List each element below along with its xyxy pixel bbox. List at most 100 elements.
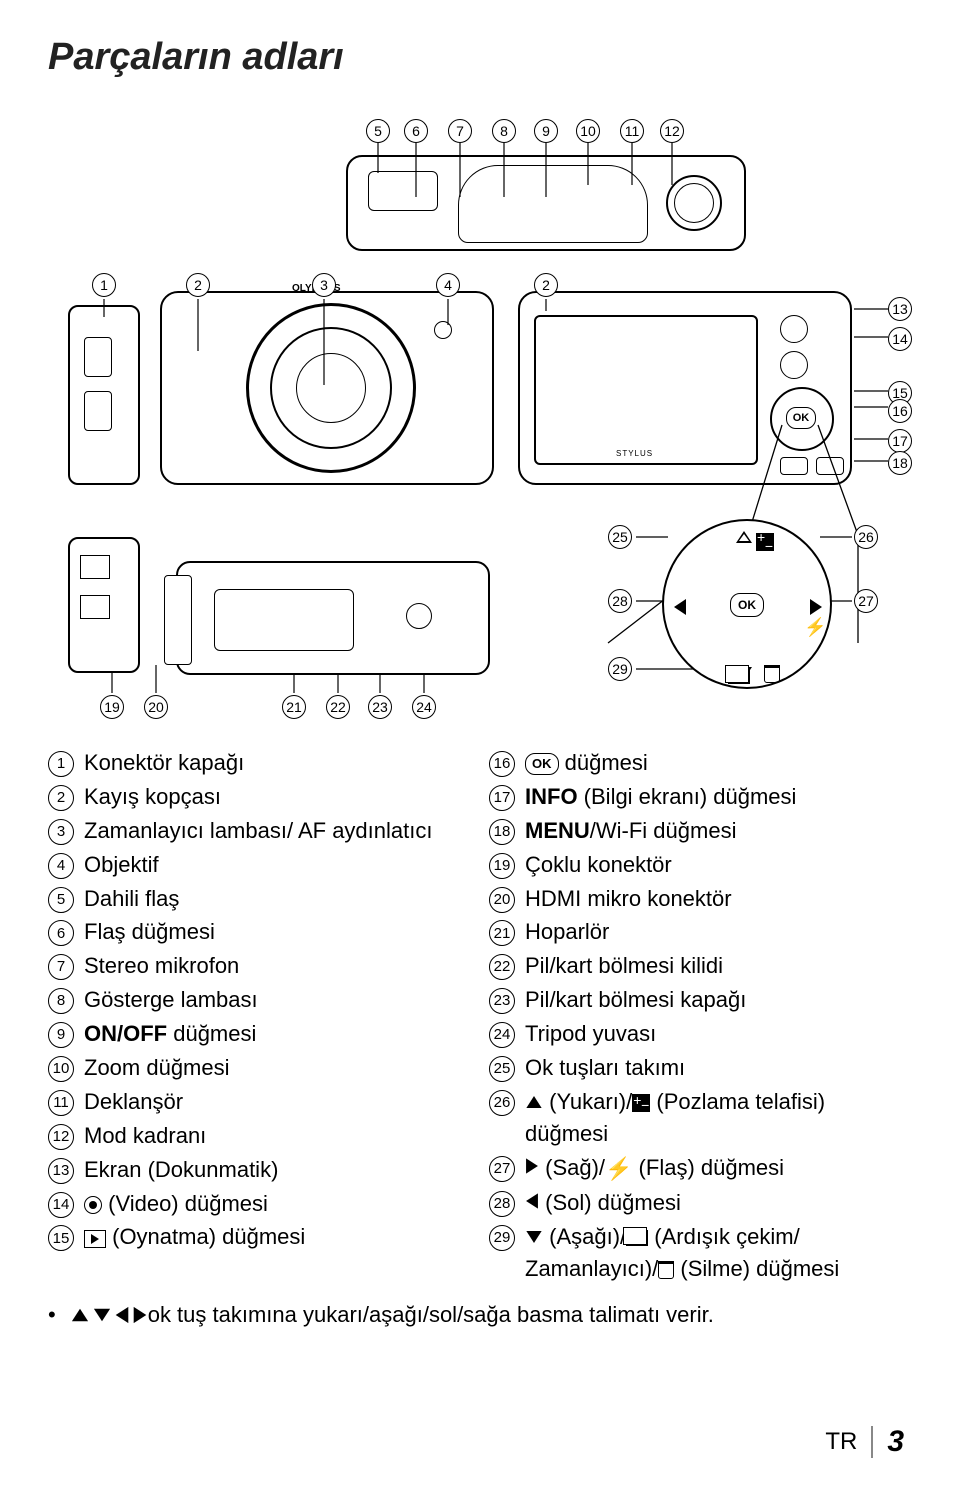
callout: 1	[92, 273, 116, 297]
item-number: 11	[48, 1090, 74, 1116]
list-item: 6 Flaş düğmesi	[48, 916, 471, 948]
list-item: 4Objektif	[48, 849, 471, 881]
item-text: ON/OFF düğmesi	[84, 1018, 471, 1050]
exposure-icon	[632, 1094, 650, 1112]
callout: 2	[534, 273, 558, 297]
list-item: 20HDMI mikro konektör	[489, 883, 912, 915]
page-footer: TR 3	[825, 1425, 904, 1459]
list-item: 11 Deklanşör	[48, 1086, 471, 1118]
list-item: 17INFO (Bilgi ekranı) düğmesi	[489, 781, 912, 813]
item-number: 27	[489, 1156, 515, 1182]
item-number: 25	[489, 1056, 515, 1082]
up-arrow-icon	[736, 531, 752, 543]
item-number: 15	[48, 1225, 74, 1251]
list-item: 8 Gösterge lambası	[48, 984, 471, 1016]
list-item: 13Ekran (Dokunmatik)	[48, 1154, 471, 1186]
callout: 29	[608, 657, 632, 681]
list-item: 12 Mod kadranı	[48, 1120, 471, 1152]
list-item: 7 Stereo mikrofon	[48, 950, 471, 982]
up-arrow-icon	[526, 1096, 541, 1108]
item-number: 29	[489, 1225, 515, 1251]
callout: 17	[888, 429, 912, 453]
page-title: Parçaların adları	[48, 36, 912, 79]
item-text: Zoom düğmesi	[84, 1052, 471, 1084]
item-number: 18	[489, 819, 515, 845]
left-arrow-icon	[115, 1307, 128, 1323]
parts-list: 1Konektör kapağı2Kayış kopçası 3 Zamanlayı…	[48, 747, 912, 1286]
callout: 14	[888, 327, 912, 351]
camera-side-open	[68, 537, 140, 673]
list-item: 1Konektör kapağı	[48, 747, 471, 779]
item-number: 13	[48, 1158, 74, 1184]
callout: 21	[282, 695, 306, 719]
item-number: 21	[489, 920, 515, 946]
item-number: 3	[48, 819, 74, 845]
list-item: 24 Tripod yuvası	[489, 1018, 912, 1050]
callout: 16	[888, 399, 912, 423]
item-number: 14	[48, 1192, 74, 1218]
item-text: Deklanşör	[84, 1086, 471, 1118]
callout: 26	[854, 525, 878, 549]
list-item: 19Çoklu konektör	[489, 849, 912, 881]
item-text: Pil/kart bölmesi kapağı	[525, 984, 912, 1016]
item-text: (Oynatma) düğmesi	[84, 1221, 471, 1253]
item-number: 9	[48, 1022, 74, 1048]
item-number: 1	[48, 751, 74, 777]
callout: 4	[436, 273, 460, 297]
item-text: INFO (Bilgi ekranı) düğmesi	[525, 781, 912, 813]
list-item: 21 Hoparlör	[489, 916, 912, 948]
footer-page-number: 3	[887, 1425, 904, 1459]
trash-icon	[658, 1261, 674, 1279]
sequential-icon	[626, 1230, 648, 1246]
item-text: Stereo mikrofon	[84, 950, 471, 982]
item-number: 4	[48, 853, 74, 879]
callout: 22	[326, 695, 350, 719]
up-arrow-icon	[72, 1309, 88, 1322]
item-text: (Sol) düğmesi	[525, 1187, 912, 1219]
list-item: 26 (Yukarı)/ (Pozlama telafisi) düğmesi	[489, 1086, 912, 1150]
item-number: 10	[48, 1056, 74, 1082]
callout: 2	[186, 273, 210, 297]
list-item: 3 Zamanlayıcı lambası/ AF aydınlatıcı	[48, 815, 471, 847]
callout: 25	[608, 525, 632, 549]
item-text: Zamanlayıcı lambası/ AF aydınlatıcı	[84, 815, 471, 847]
item-text: Çoklu konektör	[525, 849, 912, 881]
item-number: 8	[48, 988, 74, 1014]
callout: 24	[412, 695, 436, 719]
item-number: 12	[48, 1124, 74, 1150]
item-text: Tripod yuvası	[525, 1018, 912, 1050]
item-number: 6	[48, 920, 74, 946]
list-item: 29 (Aşağı)/ (Ardışık çekim/ Zamanlayıcı)…	[489, 1221, 912, 1285]
camera-bottom-view	[176, 561, 490, 675]
right-arrow-icon	[133, 1307, 146, 1323]
item-text: Pil/kart bölmesi kilidi	[525, 950, 912, 982]
list-item: 25 Ok tuşları takımı	[489, 1052, 912, 1084]
down-arrow-icon	[526, 1231, 541, 1243]
item-text: Flaş düğmesi	[84, 916, 471, 948]
hint-row: • ok tuş takımına yukarı/aşağı/sol/sağa …	[48, 1302, 912, 1328]
item-number: 26	[489, 1090, 515, 1116]
list-item: 28 (Sol) düğmesi	[489, 1187, 912, 1219]
ok-icon: OK	[525, 753, 559, 775]
list-item: 14 (Video) düğmesi	[48, 1188, 471, 1220]
list-item: 22 Pil/kart bölmesi kilidi	[489, 950, 912, 982]
left-arrow-icon	[526, 1193, 538, 1208]
callout: 28	[608, 589, 632, 613]
callout: 27	[854, 589, 878, 613]
item-text: Ok tuşları takımı	[525, 1052, 912, 1084]
item-number: 24	[489, 1022, 515, 1048]
item-number: 7	[48, 954, 74, 980]
item-text: Hoparlör	[525, 916, 912, 948]
item-number: 28	[489, 1191, 515, 1217]
hint-text: ok tuş takımına yukarı/aşağı/sol/sağa ba…	[148, 1302, 714, 1328]
callout: 20	[144, 695, 168, 719]
list-item: 2Kayış kopçası	[48, 781, 471, 813]
list-item: 23Pil/kart bölmesi kapağı	[489, 984, 912, 1016]
item-text: Mod kadranı	[84, 1120, 471, 1152]
flash-icon: ⚡	[605, 1153, 632, 1185]
item-text: Gösterge lambası	[84, 984, 471, 1016]
item-text: Dahili flaş	[84, 883, 471, 915]
item-number: 22	[489, 954, 515, 980]
footer-lang: TR	[825, 1428, 857, 1456]
item-text: (Sağ)/⚡ (Flaş) düğmesi	[525, 1152, 912, 1185]
